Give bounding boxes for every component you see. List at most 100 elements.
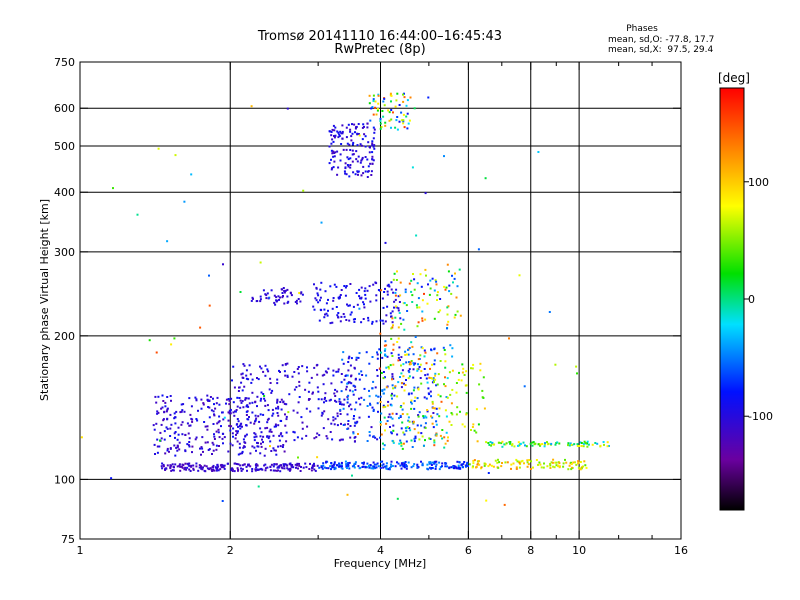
echo-point [233, 414, 236, 417]
echo-point [372, 465, 375, 468]
echo-point [319, 296, 322, 299]
echo-point [242, 438, 245, 441]
echo-point [447, 270, 450, 273]
echo-point [287, 300, 290, 303]
echo-point [444, 376, 446, 379]
echo-point [504, 461, 507, 464]
echo-point [374, 100, 377, 103]
echo-point [438, 468, 441, 471]
echo-point [397, 359, 400, 362]
echo-point [475, 431, 478, 434]
echo-point [237, 430, 239, 433]
echo-point [325, 435, 328, 438]
echo-point [602, 441, 605, 443]
echo-point [336, 173, 339, 176]
echo-point [356, 144, 359, 147]
echo-point [372, 113, 375, 116]
echo-point [510, 467, 512, 470]
echo-point [273, 449, 276, 452]
echo-point [246, 469, 248, 472]
echo-point [218, 420, 221, 423]
echo-point [373, 463, 376, 466]
echo-point [374, 106, 377, 109]
echo-point [330, 142, 333, 145]
echo-point [403, 328, 406, 331]
echo-point [243, 445, 246, 448]
echo-point [198, 464, 201, 467]
echo-point [413, 107, 416, 110]
echo-point [554, 443, 557, 446]
echo-point [354, 131, 356, 134]
echo-point [320, 221, 323, 224]
echo-point [371, 322, 374, 325]
echo-point [277, 414, 280, 417]
echo-point [374, 386, 377, 389]
echo-point [333, 129, 336, 132]
echo-point [334, 151, 337, 154]
echo-point [402, 402, 405, 405]
echo-point [349, 166, 352, 169]
echo-point [325, 302, 328, 305]
echo-point [359, 403, 362, 406]
echo-point [170, 399, 172, 402]
echo-point [369, 119, 372, 122]
echo-point [160, 437, 163, 440]
echo-point [412, 273, 414, 275]
echo-point [413, 400, 416, 402]
echo-point [406, 413, 409, 416]
echo-point [497, 458, 499, 461]
echo-point [375, 394, 378, 397]
echo-point [395, 99, 398, 102]
echo-point [426, 410, 429, 413]
echo-point [399, 414, 402, 417]
echo-point [355, 358, 358, 361]
echo-point [477, 460, 480, 463]
echo-point [435, 280, 438, 283]
echo-point [254, 419, 257, 422]
echo-point [403, 389, 406, 392]
echo-point [301, 365, 304, 368]
echo-point [264, 404, 267, 407]
echo-point [217, 431, 220, 434]
echo-point [538, 461, 541, 464]
echo-point [208, 468, 211, 471]
echo-point [391, 317, 394, 320]
echo-point [218, 436, 221, 439]
echo-point [259, 300, 262, 303]
echo-point [435, 434, 438, 437]
echo-point [325, 460, 328, 463]
echo-point [384, 287, 386, 290]
echo-point [414, 336, 417, 338]
echo-point [567, 444, 569, 447]
echo-point [432, 412, 435, 414]
echo-point [296, 302, 298, 305]
echo-point [366, 158, 369, 161]
echo-point [407, 348, 409, 351]
echo-point [419, 273, 422, 276]
echo-point [411, 294, 414, 297]
echo-point [197, 409, 199, 412]
echo-point [217, 421, 220, 424]
echo-point [222, 418, 225, 421]
echo-point [401, 463, 404, 465]
echo-point [569, 442, 572, 445]
echo-point [433, 441, 436, 444]
echo-point [380, 433, 383, 436]
echo-point [379, 122, 382, 125]
echo-point [159, 431, 162, 434]
echo-point [416, 306, 419, 309]
echo-point [362, 465, 365, 468]
echo-point [292, 409, 295, 412]
echo-point [416, 368, 419, 371]
echo-point [312, 391, 314, 394]
echo-point [342, 403, 345, 406]
echo-point [340, 403, 343, 406]
echo-point [412, 389, 415, 392]
echo-point [305, 407, 308, 410]
echo-point [353, 385, 356, 388]
echo-point [228, 403, 231, 406]
echo-point [542, 466, 545, 469]
echo-point [337, 370, 340, 373]
echo-point [185, 468, 188, 471]
echo-point [332, 419, 335, 422]
